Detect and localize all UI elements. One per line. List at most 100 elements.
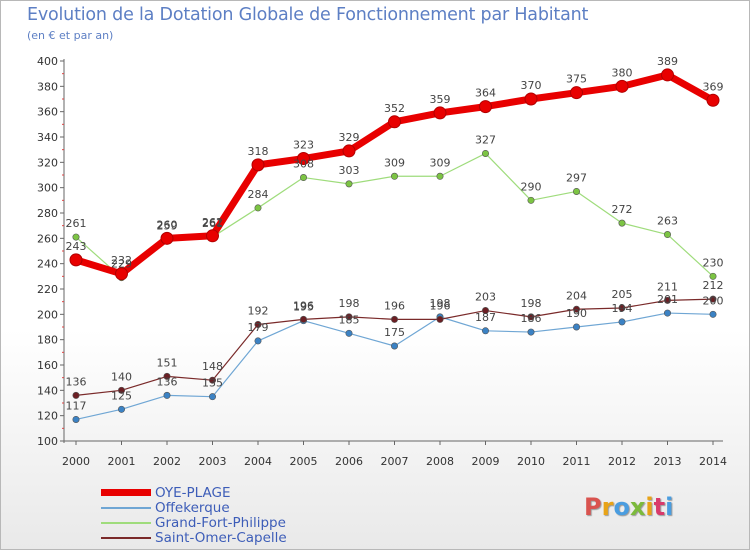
data-point bbox=[663, 296, 671, 304]
data-label: 261 bbox=[202, 217, 223, 230]
x-tick-label: 2008 bbox=[426, 455, 454, 468]
x-tick-label: 2011 bbox=[563, 455, 591, 468]
data-point bbox=[572, 187, 580, 195]
y-tick-label: 280 bbox=[37, 207, 58, 220]
data-point bbox=[254, 337, 262, 345]
y-tick-label: 180 bbox=[37, 334, 58, 347]
data-label: 229 bbox=[111, 258, 132, 271]
logo-letter: i bbox=[665, 493, 674, 521]
chart-title: Evolution de la Dotation Globale de Fonc… bbox=[27, 5, 589, 25]
data-label: 117 bbox=[66, 399, 87, 412]
data-point bbox=[390, 342, 398, 350]
data-label: 232 bbox=[111, 254, 132, 267]
chart-subtitle: (en € et par an) bbox=[27, 29, 114, 42]
proxiti-logo: Proxiti bbox=[584, 493, 673, 521]
data-point bbox=[115, 267, 128, 281]
y-tick-label: 240 bbox=[37, 258, 58, 271]
x-tick-label: 2006 bbox=[335, 455, 363, 468]
x-tick-label: 2012 bbox=[608, 455, 636, 468]
legend-label: Offekerque bbox=[155, 499, 230, 516]
data-label: 194 bbox=[612, 302, 633, 315]
data-label: 370 bbox=[521, 79, 542, 92]
data-point bbox=[481, 327, 489, 335]
data-label: 211 bbox=[657, 280, 678, 293]
data-label: 309 bbox=[430, 156, 451, 169]
data-point bbox=[390, 315, 398, 323]
data-point bbox=[572, 323, 580, 331]
data-point bbox=[163, 391, 171, 399]
logo-letter: P bbox=[584, 493, 602, 521]
x-tick-label: 2013 bbox=[654, 455, 682, 468]
data-label: 196 bbox=[293, 299, 314, 312]
legend-label: OYE-PLAGE bbox=[155, 484, 231, 501]
data-label: 261 bbox=[66, 217, 87, 230]
data-label: 179 bbox=[248, 321, 269, 334]
data-label: 195 bbox=[293, 301, 314, 314]
data-point bbox=[72, 233, 80, 241]
data-point bbox=[615, 79, 629, 93]
legend-item: Saint-Omer-Capelle bbox=[101, 529, 287, 546]
data-label: 323 bbox=[293, 139, 314, 152]
x-tick-label: 2000 bbox=[62, 455, 90, 468]
data-label: 203 bbox=[475, 291, 496, 304]
legend-item: Grand-Fort-Philippe bbox=[101, 515, 287, 531]
data-label: 136 bbox=[157, 375, 178, 388]
data-point bbox=[709, 272, 717, 280]
data-label: 125 bbox=[111, 389, 132, 402]
data-point bbox=[527, 196, 535, 204]
data-point bbox=[345, 313, 353, 321]
data-label: 204 bbox=[566, 289, 587, 302]
data-label: 212 bbox=[703, 279, 724, 292]
data-point bbox=[251, 158, 265, 172]
x-tick-label: 2009 bbox=[472, 455, 500, 468]
data-label: 198 bbox=[430, 297, 451, 310]
data-point bbox=[299, 315, 307, 323]
x-tick-label: 2002 bbox=[153, 455, 181, 468]
data-label: 201 bbox=[657, 293, 678, 306]
data-point bbox=[209, 376, 217, 384]
data-label: 230 bbox=[703, 256, 724, 269]
legend-item: OYE-PLAGE bbox=[101, 484, 287, 501]
data-point bbox=[342, 144, 356, 158]
data-point bbox=[69, 253, 83, 267]
data-label: 352 bbox=[384, 102, 405, 115]
data-point bbox=[661, 68, 674, 82]
x-tick-label: 2001 bbox=[108, 455, 136, 468]
data-label: 198 bbox=[521, 297, 542, 310]
data-label: 243 bbox=[66, 240, 87, 253]
data-label: 185 bbox=[339, 313, 360, 326]
y-tick-label: 340 bbox=[37, 131, 58, 144]
data-label: 364 bbox=[475, 87, 496, 100]
data-point bbox=[433, 106, 447, 120]
logo-letter: i bbox=[645, 493, 654, 521]
data-point bbox=[160, 231, 174, 245]
data-label: 359 bbox=[430, 93, 451, 106]
y-tick-label: 320 bbox=[37, 156, 58, 169]
data-point bbox=[481, 149, 489, 157]
data-label: 303 bbox=[339, 164, 360, 177]
data-label: 260 bbox=[157, 218, 178, 231]
data-label: 135 bbox=[202, 377, 223, 390]
x-tick-label: 2010 bbox=[517, 455, 545, 468]
data-label: 318 bbox=[248, 145, 269, 158]
data-label: 290 bbox=[521, 180, 542, 193]
y-tick-label: 400 bbox=[37, 55, 58, 68]
data-point bbox=[709, 295, 717, 303]
data-point bbox=[524, 92, 538, 106]
legend-item: Offekerque bbox=[101, 499, 287, 516]
data-label: 284 bbox=[248, 188, 269, 201]
legend-swatch bbox=[101, 536, 151, 539]
y-tick-label: 100 bbox=[37, 435, 58, 448]
data-label: 329 bbox=[339, 131, 360, 144]
legend-label: Saint-Omer-Capelle bbox=[155, 529, 287, 546]
data-point bbox=[72, 391, 80, 399]
data-point bbox=[570, 86, 583, 100]
data-point bbox=[118, 386, 126, 394]
data-label: 263 bbox=[657, 215, 678, 228]
x-tick-label: 2005 bbox=[290, 455, 318, 468]
y-tick-label: 260 bbox=[37, 232, 58, 245]
data-label: 369 bbox=[703, 80, 724, 93]
data-label: 186 bbox=[521, 312, 542, 325]
